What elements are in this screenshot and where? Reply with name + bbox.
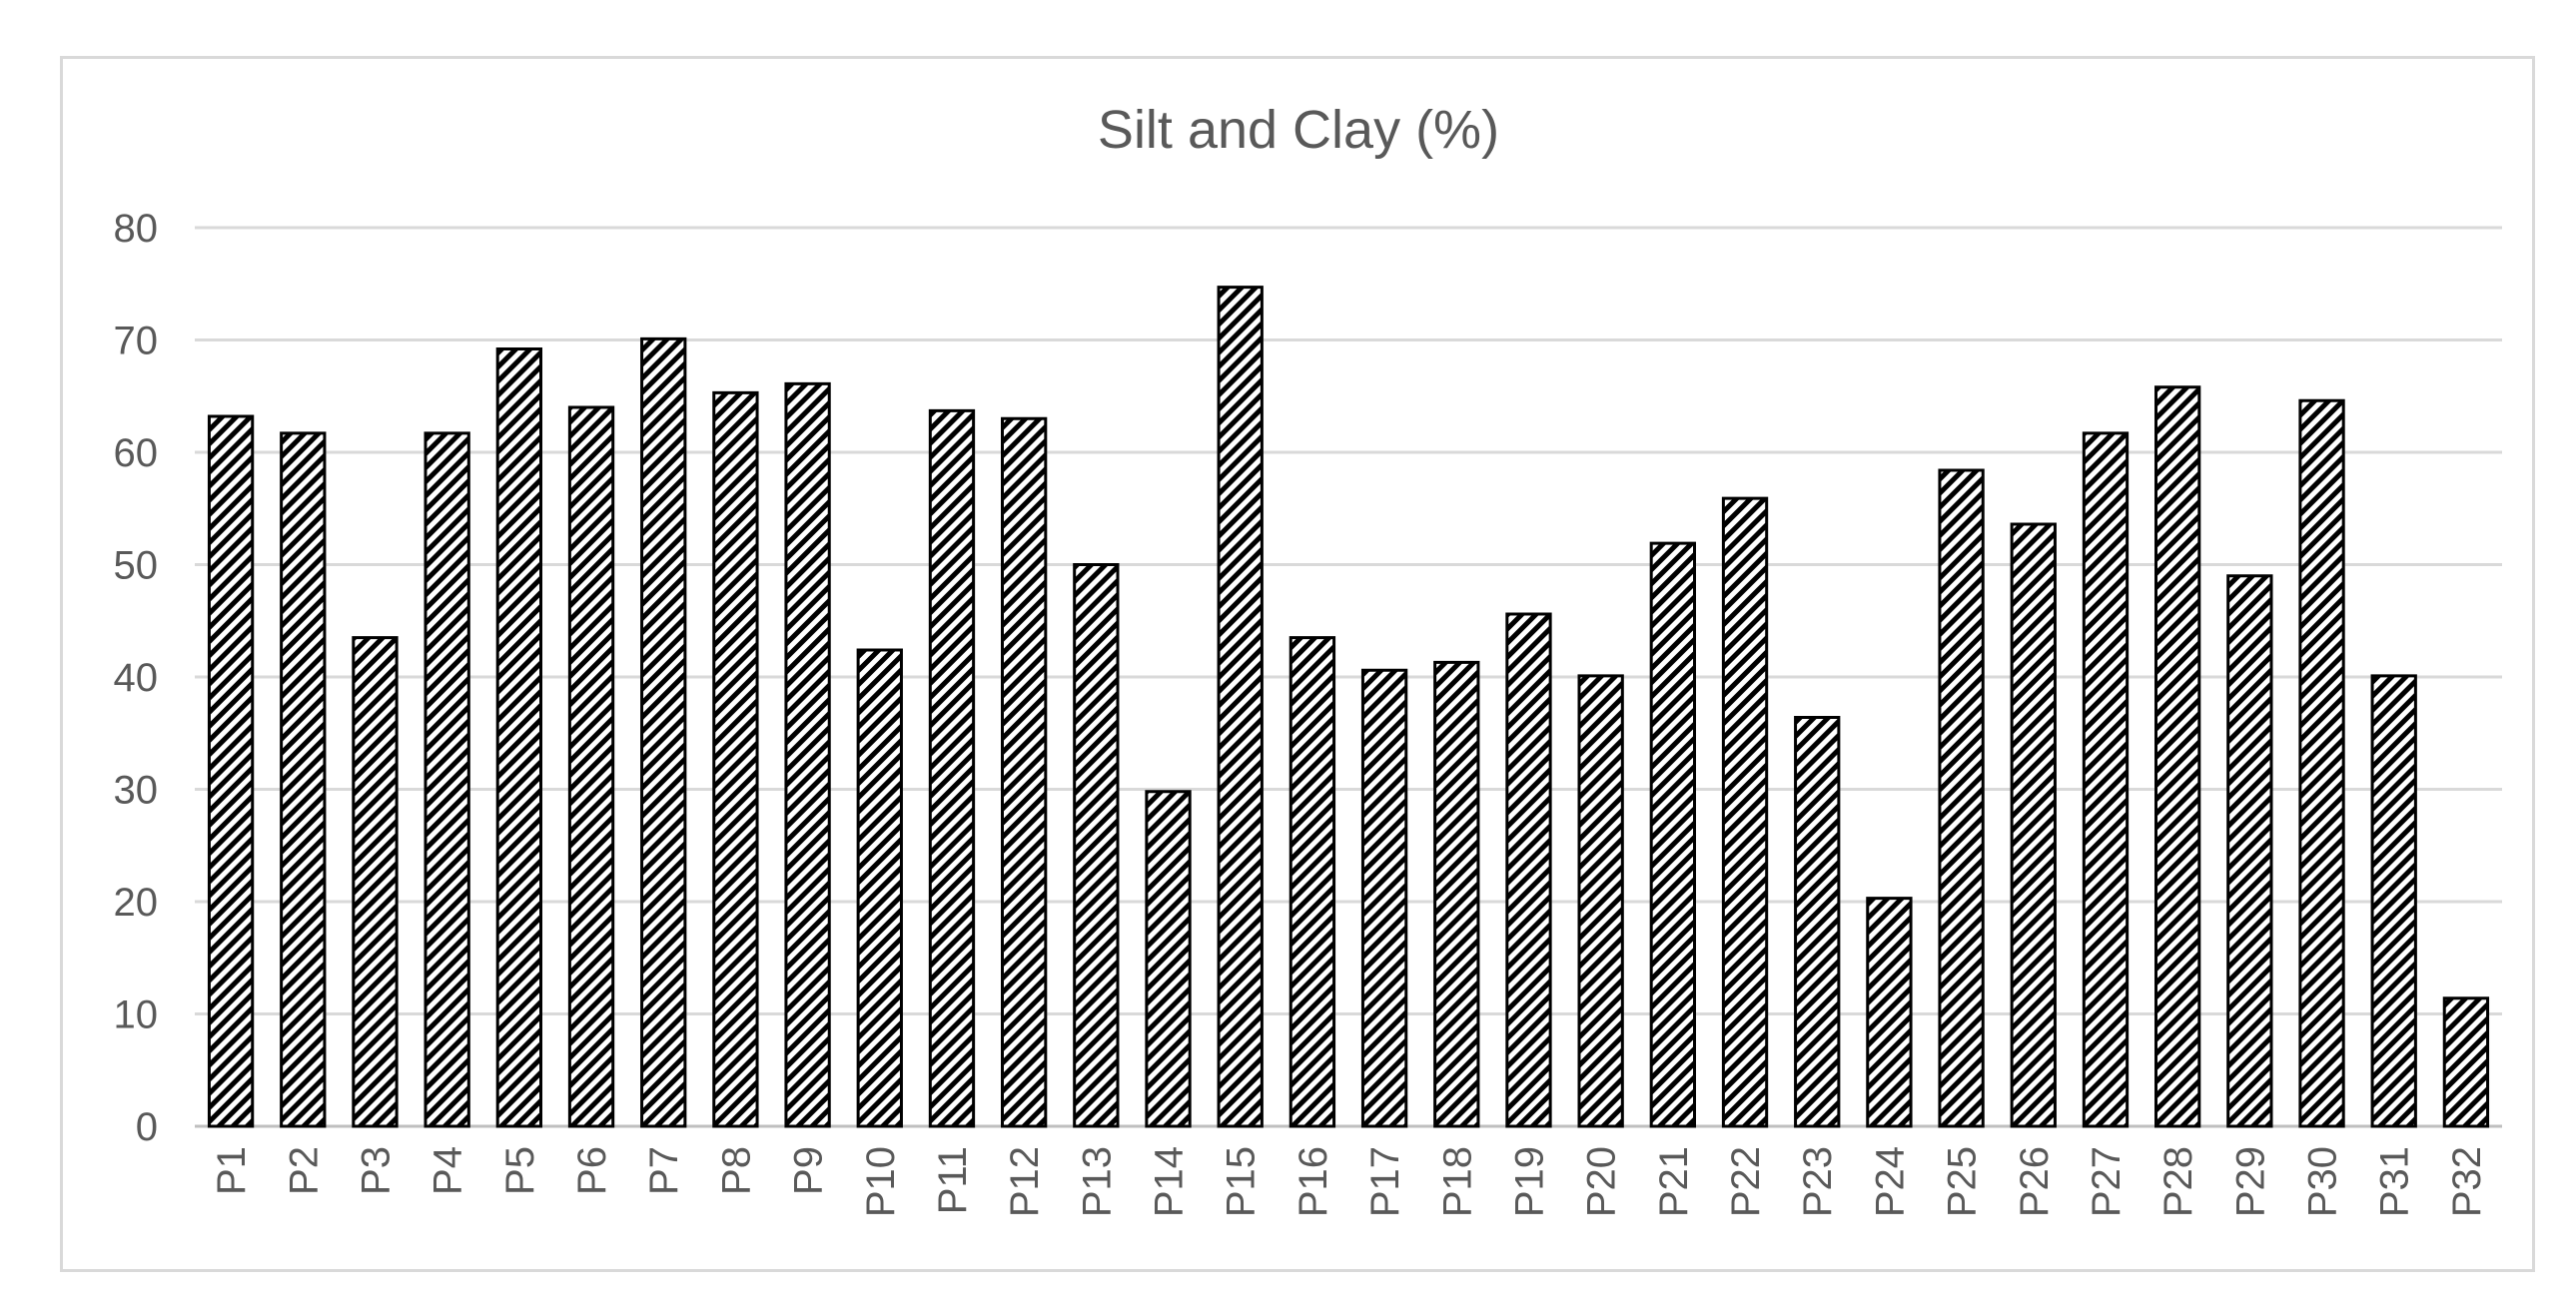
bar-p13 bbox=[1073, 563, 1120, 1128]
x-category-label: P2 bbox=[282, 1146, 326, 1195]
bar-p12 bbox=[1001, 416, 1048, 1128]
bar-p25 bbox=[1938, 468, 1985, 1128]
y-tick-label: 80 bbox=[114, 207, 159, 251]
bar-p32 bbox=[2442, 996, 2490, 1128]
x-category-label: P7 bbox=[642, 1146, 686, 1195]
bar-p1 bbox=[207, 414, 255, 1128]
bar-p28 bbox=[2154, 385, 2201, 1128]
y-axis: 0 10 20 30 40 50 60 70 80 bbox=[114, 207, 159, 1149]
x-category-label: P10 bbox=[859, 1146, 903, 1217]
x-category-label: P4 bbox=[427, 1146, 470, 1195]
x-category-label: P12 bbox=[1003, 1146, 1047, 1217]
bar-p10 bbox=[856, 648, 903, 1128]
x-category-label: P30 bbox=[2301, 1146, 2345, 1217]
bar-p18 bbox=[1433, 660, 1480, 1128]
bar-p26 bbox=[2010, 522, 2057, 1128]
bar-p2 bbox=[280, 431, 327, 1128]
x-category-label: P23 bbox=[1796, 1146, 1840, 1217]
bar-p14 bbox=[1145, 790, 1192, 1128]
x-category-label: P28 bbox=[2156, 1146, 2200, 1217]
y-tick-label: 10 bbox=[114, 993, 159, 1037]
x-category-label: P26 bbox=[2013, 1146, 2057, 1217]
bar-p29 bbox=[2226, 574, 2273, 1128]
bar-p11 bbox=[928, 408, 976, 1128]
y-tick-label: 20 bbox=[114, 881, 159, 925]
x-category-label: P18 bbox=[1435, 1146, 1479, 1217]
bar-p31 bbox=[2370, 674, 2417, 1128]
bar-p3 bbox=[352, 636, 399, 1128]
bar-p6 bbox=[567, 405, 615, 1128]
bar-p30 bbox=[2298, 398, 2345, 1128]
x-category-label: P31 bbox=[2373, 1146, 2417, 1217]
bar-p16 bbox=[1288, 636, 1336, 1128]
bar-p5 bbox=[495, 347, 542, 1128]
x-category-label: P29 bbox=[2228, 1146, 2272, 1217]
x-category-label: P15 bbox=[1220, 1146, 1264, 1217]
x-category-label: P24 bbox=[1868, 1146, 1912, 1217]
x-category-label: P19 bbox=[1507, 1146, 1551, 1217]
bar-p27 bbox=[2082, 431, 2130, 1128]
x-category-label: P22 bbox=[1724, 1146, 1768, 1217]
y-tick-label: 0 bbox=[136, 1105, 158, 1149]
x-category-label: P17 bbox=[1363, 1146, 1407, 1217]
x-category-label: P6 bbox=[570, 1146, 614, 1195]
y-tick-label: 50 bbox=[114, 544, 159, 588]
bar-p22 bbox=[1721, 496, 1769, 1128]
x-category-label: P25 bbox=[1941, 1146, 1985, 1217]
y-tick-label: 60 bbox=[114, 431, 159, 475]
x-category-label: P1 bbox=[210, 1146, 254, 1195]
x-category-label: P8 bbox=[714, 1146, 758, 1195]
bar-p9 bbox=[784, 381, 831, 1128]
x-axis: P1 P2 P3 P4 P5 P6 P7 P8 P9 P10 P11 P12 P13 P14 P15 P16 P… bbox=[210, 1146, 2489, 1217]
y-tick-label: 40 bbox=[114, 656, 159, 700]
bar-p15 bbox=[1217, 286, 1264, 1128]
x-category-label: P5 bbox=[498, 1146, 542, 1195]
chart-title: Silt and Clay (%) bbox=[1098, 100, 1499, 160]
x-category-label: P20 bbox=[1580, 1146, 1624, 1217]
x-category-label: P32 bbox=[2445, 1146, 2489, 1217]
bar-p21 bbox=[1649, 541, 1696, 1128]
y-tick-label: 30 bbox=[114, 769, 159, 813]
bar-p23 bbox=[1794, 716, 1841, 1128]
bar-p17 bbox=[1360, 668, 1408, 1128]
bar-p7 bbox=[640, 336, 687, 1128]
y-tick-label: 70 bbox=[114, 320, 159, 363]
x-category-label: P21 bbox=[1652, 1146, 1696, 1217]
bar-p19 bbox=[1505, 612, 1552, 1128]
bar-p8 bbox=[712, 390, 759, 1128]
x-category-label: P27 bbox=[2085, 1146, 2129, 1217]
bar-p4 bbox=[424, 431, 470, 1128]
x-category-label: P3 bbox=[354, 1146, 398, 1195]
x-category-label: P9 bbox=[787, 1146, 831, 1195]
x-category-label: P11 bbox=[931, 1146, 975, 1214]
x-category-label: P14 bbox=[1148, 1146, 1192, 1217]
bar-layer bbox=[207, 286, 2490, 1128]
bar-p20 bbox=[1577, 674, 1624, 1128]
bar-p24 bbox=[1866, 897, 1913, 1128]
x-category-label: P16 bbox=[1291, 1146, 1335, 1217]
x-category-label: P13 bbox=[1075, 1146, 1119, 1217]
